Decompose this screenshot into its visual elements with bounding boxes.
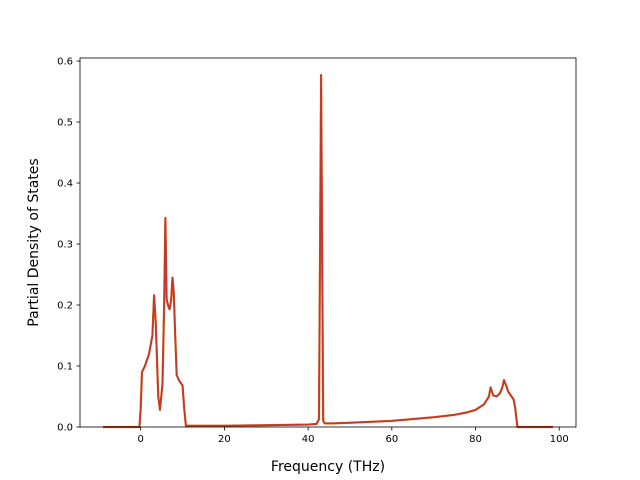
series-line-0 xyxy=(103,74,553,428)
y-tick-label: 0.4 xyxy=(57,179,73,190)
x-tick-label: 60 xyxy=(385,434,398,445)
x-tick-label: 80 xyxy=(469,434,482,445)
y-tick-label: 0.1 xyxy=(57,362,73,373)
x-tick-label: 40 xyxy=(302,434,315,445)
y-tick-label: 0.2 xyxy=(57,301,73,312)
x-tick-label: 0 xyxy=(138,434,144,445)
y-axis-ticks: 0.0 0.1 0.2 0.3 0.4 0.5 0.6 xyxy=(57,57,80,434)
y-tick-label: 0.3 xyxy=(57,240,73,251)
x-axis-ticks: 0 20 40 60 80 100 xyxy=(138,427,569,445)
axes-frame xyxy=(79,57,577,428)
x-axis-label: Frequency (THz) xyxy=(271,459,385,475)
y-tick-label: 0.6 xyxy=(57,57,73,68)
x-tick-label: 20 xyxy=(218,434,231,445)
y-axis-label: Partial Density of States xyxy=(26,158,42,326)
plot-lines xyxy=(103,73,553,429)
x-tick-label: 100 xyxy=(550,434,569,445)
y-tick-label: 0.5 xyxy=(57,118,73,129)
y-tick-label: 0.0 xyxy=(57,423,73,434)
